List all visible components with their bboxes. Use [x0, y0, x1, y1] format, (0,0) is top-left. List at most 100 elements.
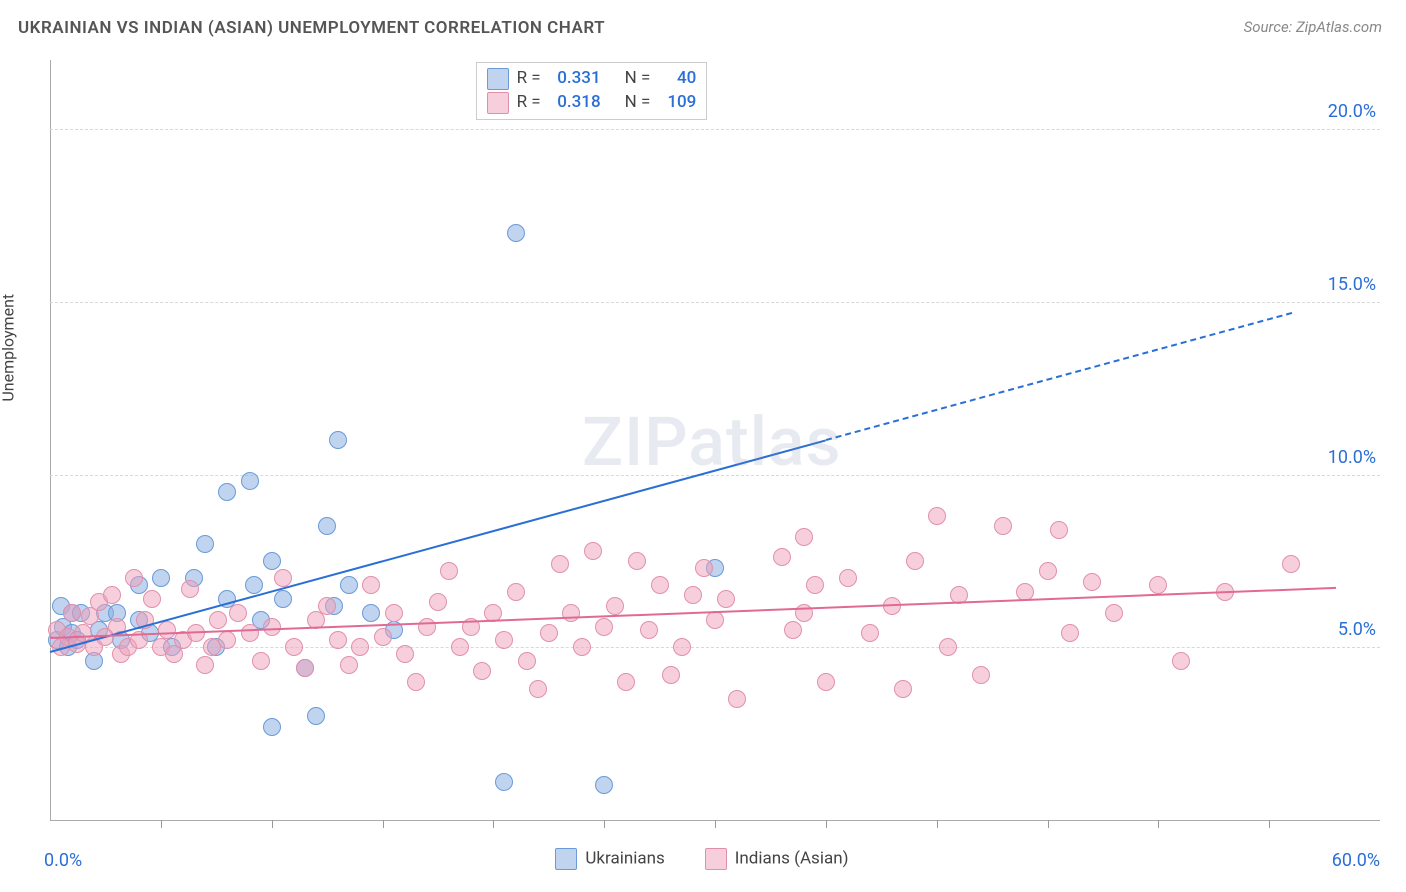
data-point: [795, 528, 813, 546]
data-point: [218, 483, 236, 501]
data-point: [839, 569, 857, 587]
data-point: [63, 604, 81, 622]
data-point: [507, 224, 525, 242]
y-axis-line: [50, 60, 51, 820]
data-point: [684, 586, 702, 604]
x-axis-max-label: 60.0%: [1332, 850, 1380, 871]
data-point: [595, 776, 613, 794]
data-point: [662, 666, 680, 684]
r-value: 0.331: [549, 67, 601, 91]
data-point: [628, 552, 646, 570]
x-tick: [1048, 820, 1049, 828]
data-point: [562, 604, 580, 622]
data-point: [374, 628, 392, 646]
data-point: [595, 618, 613, 636]
data-point: [861, 624, 879, 642]
data-point: [318, 597, 336, 615]
legend-swatch: [705, 848, 727, 870]
data-point: [928, 507, 946, 525]
legend-row: R =0.318N =109: [487, 91, 697, 115]
data-point: [1061, 624, 1079, 642]
data-point: [229, 604, 247, 622]
data-point: [152, 569, 170, 587]
data-point: [340, 576, 358, 594]
y-axis-label: Unemployment: [0, 294, 18, 402]
data-point: [385, 604, 403, 622]
data-point: [362, 576, 380, 594]
x-tick: [1158, 820, 1159, 828]
data-point: [329, 431, 347, 449]
y-tick-label: 5.0%: [1338, 619, 1376, 640]
data-point: [728, 690, 746, 708]
data-point: [507, 583, 525, 601]
data-point: [274, 590, 292, 608]
data-point: [584, 542, 602, 560]
data-point: [241, 472, 259, 490]
data-point: [573, 638, 591, 656]
chart-title: UKRAINIAN VS INDIAN (ASIAN) UNEMPLOYMENT…: [18, 18, 605, 38]
data-point: [252, 652, 270, 670]
data-point: [894, 680, 912, 698]
legend-swatch: [487, 92, 509, 114]
n-value: 109: [658, 91, 696, 115]
data-point: [673, 638, 691, 656]
data-point: [429, 593, 447, 611]
x-tick: [826, 820, 827, 828]
x-tick: [604, 820, 605, 828]
data-point: [362, 604, 380, 622]
x-tick: [937, 820, 938, 828]
legend-swatch: [555, 848, 577, 870]
x-tick: [715, 820, 716, 828]
gridline: [50, 647, 1380, 648]
data-point: [495, 773, 513, 791]
data-point: [529, 680, 547, 698]
data-point: [1172, 652, 1190, 670]
data-point: [263, 618, 281, 636]
data-point: [817, 673, 835, 691]
data-point: [340, 656, 358, 674]
data-point: [606, 597, 624, 615]
data-point: [1149, 576, 1167, 594]
data-point: [274, 569, 292, 587]
legend-label: Indians (Asian): [735, 848, 849, 868]
y-tick-label: 15.0%: [1328, 274, 1376, 295]
data-point: [617, 673, 635, 691]
data-point: [418, 618, 436, 636]
x-tick: [161, 820, 162, 828]
data-point: [440, 562, 458, 580]
data-point: [784, 621, 802, 639]
data-point: [695, 559, 713, 577]
data-point: [196, 535, 214, 553]
data-point: [473, 662, 491, 680]
data-point: [972, 666, 990, 684]
data-point: [994, 517, 1012, 535]
data-point: [1105, 604, 1123, 622]
x-tick: [1269, 820, 1270, 828]
data-point: [245, 576, 263, 594]
x-tick: [272, 820, 273, 828]
data-point: [906, 552, 924, 570]
y-tick-label: 10.0%: [1328, 447, 1376, 468]
source-label: Source: ZipAtlas.com: [1244, 18, 1382, 36]
data-point: [396, 645, 414, 663]
x-axis-min-label: 0.0%: [44, 850, 82, 871]
legend-item: Indians (Asian): [705, 848, 849, 870]
data-point: [806, 576, 824, 594]
gridline: [50, 129, 1380, 130]
chart-container: UKRAINIAN VS INDIAN (ASIAN) UNEMPLOYMENT…: [0, 0, 1406, 892]
data-point: [351, 638, 369, 656]
trend-line-dashed: [826, 312, 1292, 441]
data-point: [1039, 562, 1057, 580]
n-value: 40: [658, 67, 696, 91]
data-point: [1282, 555, 1300, 573]
data-point: [263, 552, 281, 570]
data-point: [773, 548, 791, 566]
data-point: [103, 586, 121, 604]
data-point: [209, 611, 227, 629]
r-value: 0.318: [549, 91, 601, 115]
data-point: [285, 638, 303, 656]
legend-row: R =0.331N =40: [487, 67, 697, 91]
data-point: [540, 624, 558, 642]
data-point: [196, 656, 214, 674]
data-point: [263, 718, 281, 736]
